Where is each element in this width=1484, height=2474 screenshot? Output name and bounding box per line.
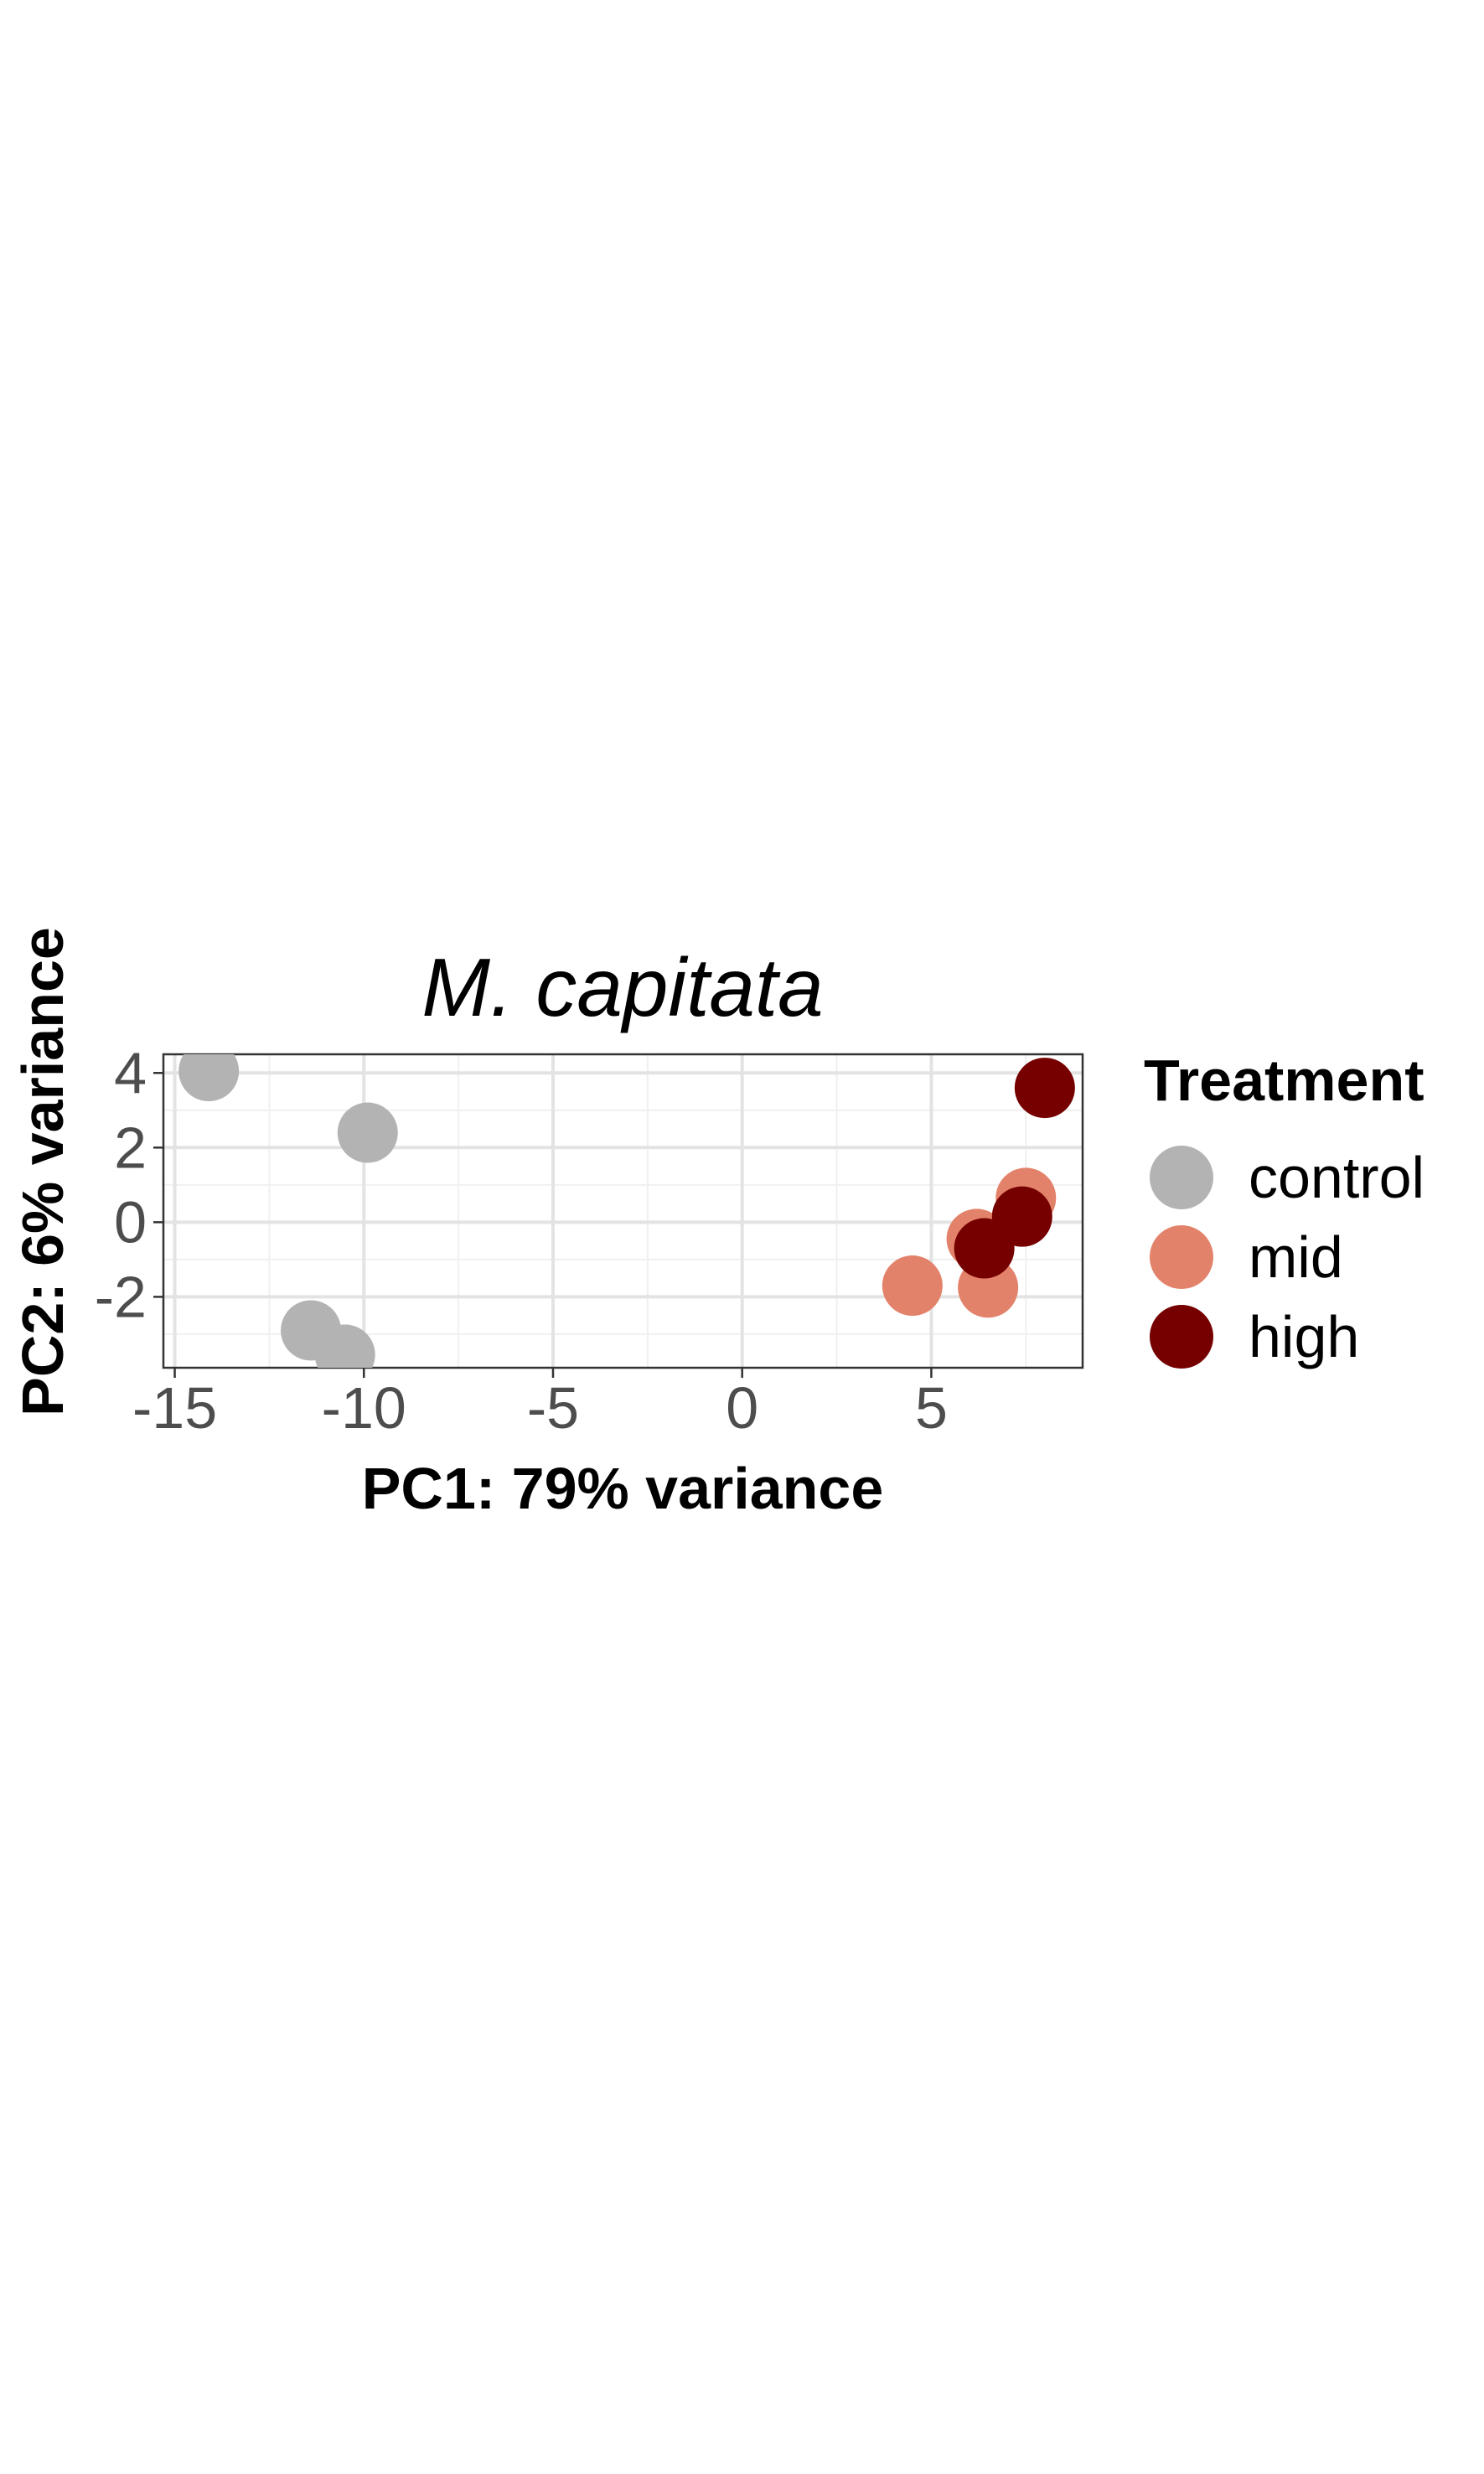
plot-panel-border bbox=[162, 1053, 1084, 1369]
point-control bbox=[314, 1324, 375, 1368]
legend-label-control: control bbox=[1249, 1145, 1425, 1210]
y-tick-label: 0 bbox=[114, 1189, 147, 1255]
legend-label-high: high bbox=[1249, 1304, 1359, 1369]
x-tick-label: 5 bbox=[915, 1375, 948, 1441]
point-high bbox=[991, 1186, 1052, 1247]
x-axis-title: PC1: 79% variance bbox=[362, 1456, 884, 1521]
y-axis-title: PC2: 6% variance bbox=[10, 927, 75, 1416]
legend-title: Treatment bbox=[1144, 1048, 1425, 1113]
legend: Treatment control mid high bbox=[1144, 1048, 1425, 1369]
legend-key-high bbox=[1150, 1305, 1213, 1369]
data-points bbox=[178, 1054, 1075, 1368]
x-tick-label: -5 bbox=[527, 1375, 579, 1441]
point-control bbox=[337, 1102, 398, 1163]
x-tick-label: -10 bbox=[322, 1375, 406, 1441]
y-tick-label: 4 bbox=[114, 1040, 147, 1105]
y-tick-label: -2 bbox=[95, 1264, 147, 1329]
axis-ticks: -15 -10 -5 0 5 -2 0 2 4 bbox=[95, 1040, 948, 1441]
legend-key-control bbox=[1150, 1146, 1213, 1209]
legend-key-mid bbox=[1150, 1225, 1213, 1289]
point-high bbox=[1014, 1058, 1075, 1119]
legend-label-mid: mid bbox=[1249, 1224, 1343, 1290]
point-control bbox=[178, 1054, 240, 1102]
y-tick-label: 2 bbox=[114, 1115, 147, 1180]
point-mid bbox=[882, 1255, 943, 1317]
x-tick-label: -15 bbox=[132, 1375, 217, 1441]
chart-title: M. capitata bbox=[421, 941, 823, 1033]
x-tick-label: 0 bbox=[726, 1375, 758, 1441]
